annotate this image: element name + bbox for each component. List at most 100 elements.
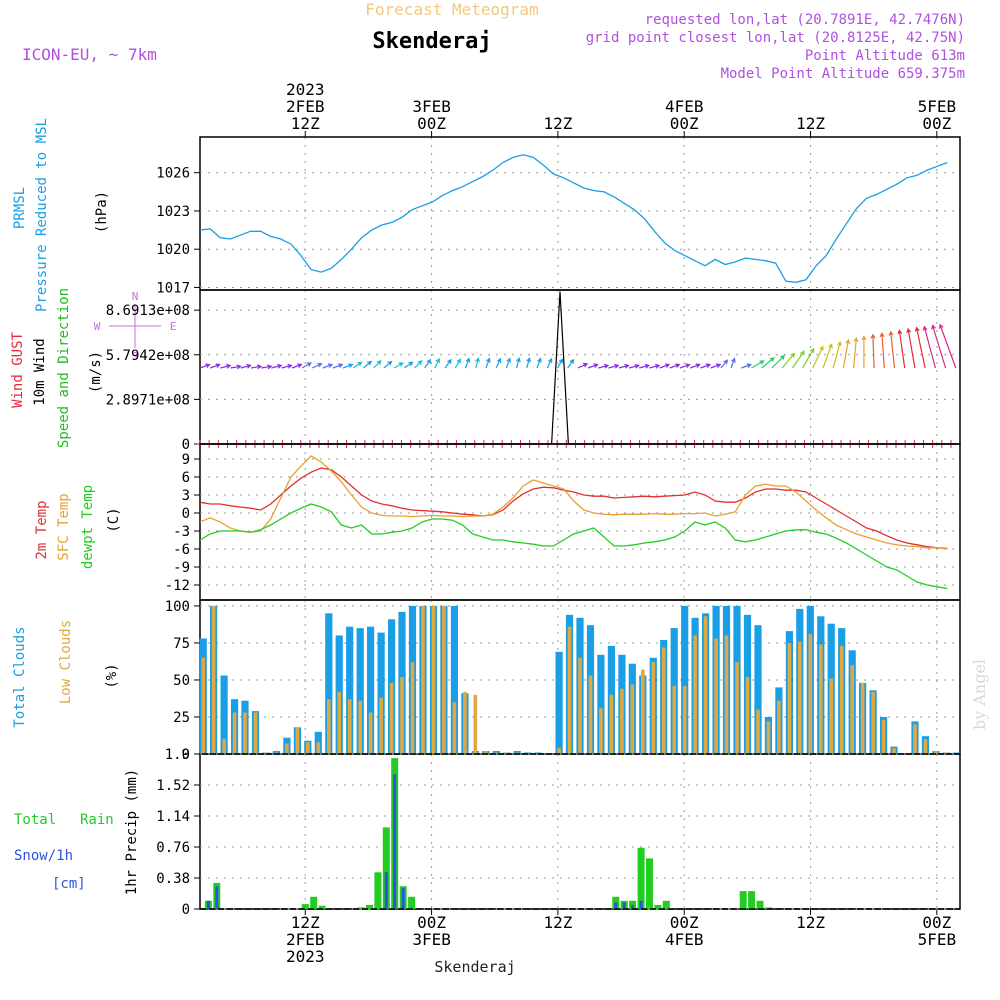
clouds-label-total: Total Clouds: [12, 626, 28, 727]
pressure-line: [199, 154, 948, 283]
total-cloud-bar: [367, 626, 375, 754]
temp-label-unit: (C): [106, 507, 122, 532]
total-cloud-bar: [325, 613, 333, 754]
low-cloud-bar: [327, 699, 331, 754]
wind-direction-arrow: [669, 363, 681, 369]
low-cloud-bar: [222, 739, 226, 754]
wind-direction-arrow: [628, 363, 640, 369]
low-cloud-bar: [829, 678, 833, 754]
y-tick-label: 1.14: [156, 809, 190, 825]
low-cloud-bar: [316, 742, 321, 754]
top-time-label: 00Z: [417, 114, 446, 133]
wind-panel: Wind GUST 10m Wind Speed and Direction (…: [10, 288, 961, 453]
low-cloud-bar: [389, 682, 394, 754]
wind-label-10m: 10m Wind: [32, 338, 48, 405]
wind-direction-arrow: [812, 345, 824, 369]
low-cloud-bar: [473, 694, 478, 754]
wind-direction-arrow: [515, 357, 521, 369]
wind-direction-arrow: [922, 325, 936, 369]
low-cloud-bar: [881, 719, 886, 754]
wind-direction-arrow: [301, 362, 312, 369]
low-cloud-bar: [347, 699, 352, 754]
y-tick-label: 100: [165, 599, 190, 615]
y-tick-label: 6: [182, 470, 190, 486]
top-time-label: 3FEB: [412, 97, 451, 116]
low-cloud-bar: [745, 677, 750, 754]
top-time-label: 5FEB: [918, 97, 957, 116]
low-cloud-bar: [557, 748, 561, 754]
wind-direction-arrow: [291, 363, 303, 369]
low-cloud-bar: [661, 647, 666, 754]
bottom-time-label: 12Z: [291, 913, 320, 932]
low-cloud-bar: [934, 751, 938, 754]
wind-label-gust: Wind GUST: [10, 332, 26, 408]
snow-bar: [639, 900, 643, 909]
bottom-time-label: 2FEB: [286, 930, 325, 949]
wind-direction-arrow: [842, 338, 851, 369]
low-cloud-bar: [484, 751, 488, 754]
wind-direction-arrow: [822, 343, 833, 369]
low-cloud-bar: [808, 634, 813, 754]
temp-sfc-line: [199, 455, 948, 550]
low-cloud-bar: [253, 712, 258, 754]
low-cloud-bar: [211, 605, 216, 754]
y-tick-label: -3: [173, 524, 190, 540]
wind-direction-arrow: [853, 336, 859, 369]
wind-direction-arrow: [587, 363, 599, 369]
wind-direction-arrow: [938, 323, 957, 369]
rain-bar: [756, 900, 764, 909]
precip-legend-total: Total: [14, 812, 56, 828]
top-time-label: 12Z: [543, 114, 572, 133]
wind-direction-arrow: [271, 363, 283, 369]
wind-direction-arrow: [906, 327, 916, 369]
low-cloud-bar: [588, 675, 593, 754]
wind-direction-arrow: [261, 364, 273, 370]
total-cloud-bar: [377, 632, 385, 754]
wind-direction-arrow: [312, 362, 323, 369]
rain-bar: [748, 891, 756, 909]
low-cloud-bar: [756, 709, 760, 754]
y-tick-label: 0: [182, 902, 190, 918]
title-top: Forecast Meteogram: [365, 0, 538, 19]
precip-panel: Total Rain Snow/1h [cm] 1hr Precip (mm) …: [14, 747, 961, 918]
compass-w: W: [94, 320, 101, 333]
wind-direction-arrow: [751, 360, 765, 369]
wind-direction-arrow: [577, 362, 589, 369]
wind-direction-arrow: [879, 332, 885, 369]
y-tick-label: 0.76: [156, 840, 190, 856]
y-tick-label: 0: [182, 437, 190, 453]
precip-legend-cm: [cm]: [52, 876, 86, 892]
wind-direction-arrow: [240, 363, 252, 369]
snow-bar: [401, 887, 405, 909]
y-tick-label: 1017: [156, 280, 190, 296]
wind-direction-arrow: [495, 357, 502, 369]
y-tick-label: 9: [182, 452, 190, 468]
low-cloud-bar: [379, 697, 383, 754]
total-cloud-bar: [346, 626, 354, 754]
y-tick-label: 50: [173, 673, 190, 689]
wind-direction-arrow: [720, 359, 729, 369]
wind-direction-arrow: [832, 340, 842, 369]
compass-rose: N S W E: [94, 290, 177, 363]
wind-direction-arrow: [710, 363, 722, 369]
top-time-label: 12Z: [291, 114, 320, 133]
wind-direction-arrow: [322, 363, 334, 369]
snow-bar: [215, 886, 219, 909]
total-cloud-bar: [597, 654, 605, 754]
total-cloud-bar: [450, 605, 458, 754]
low-cloud-bar: [285, 743, 289, 754]
pressure-label-prmsl: PRMSL: [12, 187, 28, 229]
temp-label-dewpt: dewpt Temp: [80, 485, 96, 569]
bottom-time-label: 00Z: [417, 913, 446, 932]
low-cloud-bar: [850, 665, 854, 754]
low-cloud-bar: [682, 685, 687, 754]
low-cloud-bar: [578, 657, 582, 755]
low-cloud-bar: [232, 712, 237, 754]
top-time-label: 2023: [286, 80, 325, 99]
clouds-panel: Total Clouds Low Clouds (%) 0 25 50 75 100: [12, 599, 961, 763]
wind-direction-arrow: [608, 363, 620, 369]
wind-direction-arrow: [761, 357, 775, 369]
requested-coords: requested lon,lat (20.7891E, 42.7476N): [645, 12, 965, 28]
